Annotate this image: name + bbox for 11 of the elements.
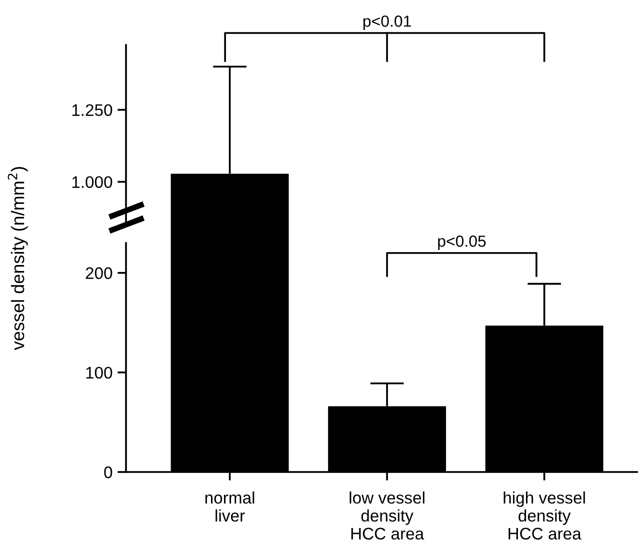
- y-tick-label: 100: [86, 366, 112, 379]
- text: p<0.01: [363, 16, 411, 30]
- annotation: p<0.05: [438, 236, 486, 250]
- y-axis-title: vessel density (n/mm$^{2}$): [8, 167, 28, 350]
- x-tick-label: normal liver: [205, 491, 254, 522]
- y-tick-label: 0: [104, 466, 112, 478]
- y-tick-label: 1.250: [72, 104, 112, 116]
- y-tick-label: 1.000: [72, 176, 112, 188]
- x-tick-label: low vessel density HCC area: [350, 491, 424, 540]
- x-tick-label: high vessel density HCC area: [504, 491, 585, 540]
- y-tick-label: 200: [86, 267, 112, 280]
